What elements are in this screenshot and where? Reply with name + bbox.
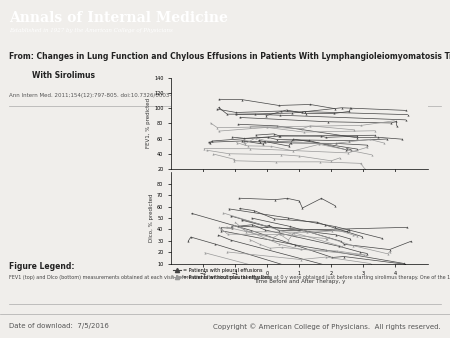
Text: FEV1 (top) and Dlco (bottom) measurements obtained at each visit before and afte: FEV1 (top) and Dlco (bottom) measurement… (9, 275, 450, 280)
Text: Date of download:  7/5/2016: Date of download: 7/5/2016 (9, 323, 109, 329)
Text: With Sirolimus: With Sirolimus (32, 71, 94, 80)
X-axis label: Time Before and After Therapy, y: Time Before and After Therapy, y (253, 185, 345, 189)
Y-axis label: FEV1, % predicted: FEV1, % predicted (146, 98, 151, 148)
Text: Annals of Internal Medicine: Annals of Internal Medicine (9, 11, 228, 25)
Y-axis label: Dlco, % predicted: Dlco, % predicted (149, 194, 154, 242)
Text: Figure Legend:: Figure Legend: (9, 262, 75, 271)
Text: Copyright © American College of Physicians.  All rights reserved.: Copyright © American College of Physicia… (213, 323, 441, 330)
Text: Ann Intern Med. 2011;154(12):797-805. doi:10.7326/0003-4819-154-12-201106210-000: Ann Intern Med. 2011;154(12):797-805. do… (9, 93, 260, 98)
Text: Established in 1927 by the American College of Physicians: Established in 1927 by the American Coll… (9, 28, 173, 33)
X-axis label: Time Before and After Therapy, y: Time Before and After Therapy, y (253, 279, 345, 284)
Legend: = Patients with pleural effusions, = Patients without pleural effusions: = Patients with pleural effusions, = Pat… (173, 268, 271, 280)
Text: From: Changes in Lung Function and Chylous Effusions in Patients With Lymphangio: From: Changes in Lung Function and Chylo… (9, 52, 450, 61)
